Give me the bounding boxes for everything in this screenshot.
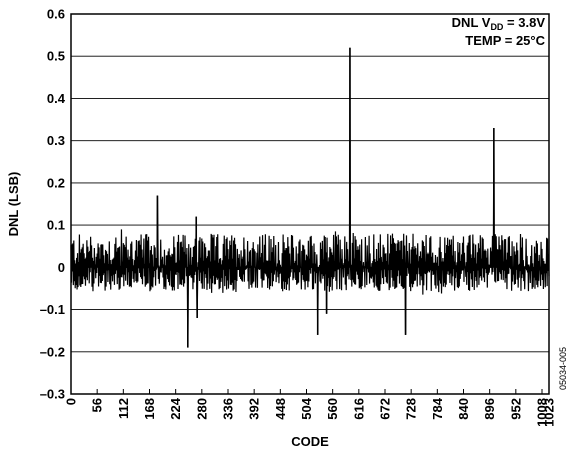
y-tick-label: –0.2 xyxy=(40,344,65,359)
x-tick-label: 56 xyxy=(90,398,105,412)
y-tick-label: 0.2 xyxy=(47,175,65,190)
y-tick-label: 0.4 xyxy=(47,91,66,106)
annotation-dnl-suffix: = 3.8V xyxy=(503,15,545,30)
x-tick-label: 448 xyxy=(273,398,288,420)
y-tick-label: 0.5 xyxy=(47,49,65,64)
y-tick-label: 0 xyxy=(58,260,65,275)
x-tick-label: 336 xyxy=(220,398,235,420)
annotation-dnl-prefix: DNL V xyxy=(452,15,491,30)
x-tick-label: 1023 xyxy=(542,398,557,427)
x-tick-label: 728 xyxy=(404,398,419,420)
y-tick-label: 0.6 xyxy=(47,7,65,22)
y-tick-label: 0.3 xyxy=(47,133,65,148)
x-tick-label: 504 xyxy=(299,397,314,419)
x-tick-label: 280 xyxy=(194,398,209,420)
plot-area xyxy=(71,14,549,394)
x-tick-label: 560 xyxy=(325,398,340,420)
x-tick-label: 616 xyxy=(351,398,366,420)
x-tick-label: 0 xyxy=(64,398,79,405)
x-tick-label: 952 xyxy=(508,398,523,420)
y-axis-ticks: –0.3 –0.2 –0.1 0 0.1 0.2 0.3 0.4 0.5 0.6 xyxy=(40,7,66,402)
y-tick-label: 0.1 xyxy=(47,218,65,233)
annotation-dnl-subscript: DD xyxy=(490,22,503,32)
x-axis-title: CODE xyxy=(291,434,329,449)
x-tick-label: 112 xyxy=(116,398,131,419)
y-tick-label: –0.1 xyxy=(40,302,65,317)
x-tick-label: 392 xyxy=(247,398,262,420)
x-tick-label: 896 xyxy=(482,398,497,420)
x-tick-label: 672 xyxy=(377,398,392,420)
x-tick-label: 224 xyxy=(168,397,183,419)
y-axis-title: DNL (LSB) xyxy=(6,172,21,237)
figure-id: 05034-005 xyxy=(558,347,568,390)
y-tick-label: –0.3 xyxy=(40,387,65,402)
x-tick-label: 168 xyxy=(142,398,157,420)
x-tick-label: 840 xyxy=(456,398,471,420)
x-tick-label: 784 xyxy=(430,397,445,419)
annotation-temp: TEMP = 25°C xyxy=(465,33,545,48)
